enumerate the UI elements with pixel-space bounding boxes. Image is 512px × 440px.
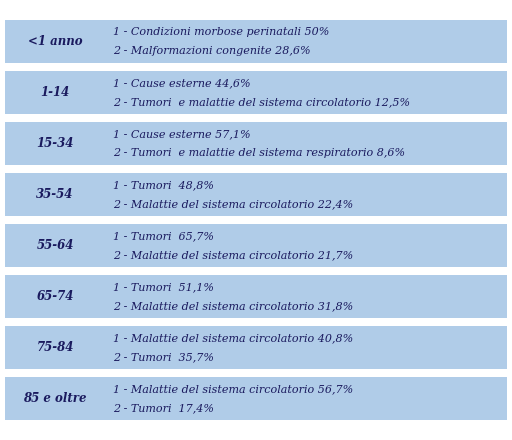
Text: 1-14: 1-14 xyxy=(40,86,70,99)
Text: 1 - Tumori  51,1%: 1 - Tumori 51,1% xyxy=(113,282,214,292)
Text: 75-84: 75-84 xyxy=(36,341,74,354)
Bar xyxy=(5,71,507,114)
Text: 2 - Tumori  17,4%: 2 - Tumori 17,4% xyxy=(113,403,214,413)
Text: 2 - Tumori  35,7%: 2 - Tumori 35,7% xyxy=(113,352,214,362)
Text: 85 e oltre: 85 e oltre xyxy=(23,392,87,405)
Text: 55-64: 55-64 xyxy=(36,239,74,252)
Text: 1 - Cause esterne 44,6%: 1 - Cause esterne 44,6% xyxy=(113,78,250,88)
Text: 35-54: 35-54 xyxy=(36,188,74,201)
Bar xyxy=(5,275,507,318)
Bar xyxy=(5,224,507,267)
Bar xyxy=(5,377,507,420)
Text: 1 - Malattie del sistema circolatorio 40,8%: 1 - Malattie del sistema circolatorio 40… xyxy=(113,333,353,343)
Text: 2 - Tumori  e malattie del sistema respiratorio 8,6%: 2 - Tumori e malattie del sistema respir… xyxy=(113,148,405,158)
Text: 1 - Malattie del sistema circolatorio 56,7%: 1 - Malattie del sistema circolatorio 56… xyxy=(113,384,353,394)
Text: 2 - Malattie del sistema circolatorio 31,8%: 2 - Malattie del sistema circolatorio 31… xyxy=(113,301,353,311)
Text: <1 anno: <1 anno xyxy=(28,35,82,48)
Text: 1 - Condizioni morbose perinatali 50%: 1 - Condizioni morbose perinatali 50% xyxy=(113,27,329,37)
Text: 2 - Malformazioni congenite 28,6%: 2 - Malformazioni congenite 28,6% xyxy=(113,46,310,56)
Text: 1 - Tumori  48,8%: 1 - Tumori 48,8% xyxy=(113,180,214,190)
Text: 65-74: 65-74 xyxy=(36,290,74,303)
Bar xyxy=(5,326,507,369)
Text: 1 - Cause esterne 57,1%: 1 - Cause esterne 57,1% xyxy=(113,129,250,139)
Bar xyxy=(5,20,507,63)
Text: 1 - Tumori  65,7%: 1 - Tumori 65,7% xyxy=(113,231,214,241)
Bar xyxy=(5,173,507,216)
Bar xyxy=(5,122,507,165)
Text: 2 - Malattie del sistema circolatorio 22,4%: 2 - Malattie del sistema circolatorio 22… xyxy=(113,199,353,209)
Text: 2 - Tumori  e malattie del sistema circolatorio 12,5%: 2 - Tumori e malattie del sistema circol… xyxy=(113,97,410,107)
Text: 2 - Malattie del sistema circolatorio 21,7%: 2 - Malattie del sistema circolatorio 21… xyxy=(113,250,353,260)
Text: 15-34: 15-34 xyxy=(36,137,74,150)
